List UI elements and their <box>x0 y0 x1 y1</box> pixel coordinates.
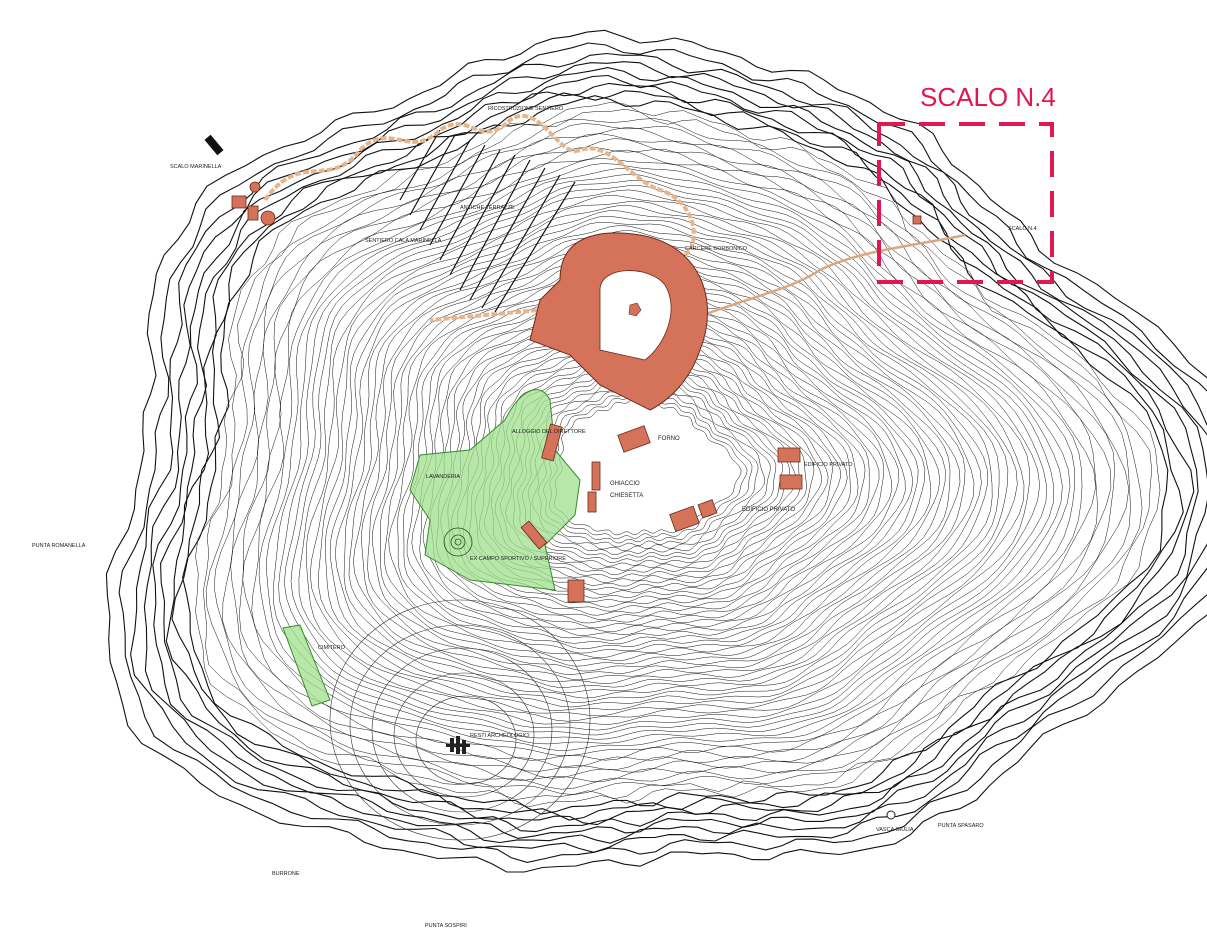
contour-line <box>222 127 1130 782</box>
contour-line <box>361 240 966 681</box>
label-carcere: CARCERE BORBONICO <box>685 246 748 252</box>
label-edificio-privato-2: EDIFICIO PRIVATO <box>804 462 853 468</box>
contour-line <box>318 205 1018 711</box>
contour-line <box>242 146 1098 769</box>
contour-line <box>298 189 1040 725</box>
contour-line <box>367 244 961 675</box>
contour-line <box>203 108 1152 800</box>
contour-lines <box>105 29 1207 873</box>
label-chiesetta: CHIESETTA <box>610 493 643 499</box>
contour-line <box>343 225 988 693</box>
archaeological-remains <box>446 736 470 754</box>
terraces <box>399 129 576 313</box>
contour-line <box>309 201 1025 717</box>
south-hill-contours <box>329 599 591 841</box>
label-sentiero-marinella: SENTIERO CALA MARINELLA <box>365 238 442 244</box>
label-ghiaccio: GHIACCIO <box>610 481 640 487</box>
contour-line <box>118 42 1207 863</box>
contour-line <box>380 254 946 667</box>
label-antiche-terrazze: ANTICHE TERRAZZE <box>460 205 515 211</box>
label-burrone: BURRONE <box>272 871 300 877</box>
contour-line <box>143 61 1207 844</box>
map-title: SCALO N.4 <box>920 82 1056 112</box>
label-alloggio-direttore: ALLOGGIO DEL DIRETTORE <box>512 429 586 435</box>
contour-line <box>205 118 1143 795</box>
contour-line <box>305 195 1030 722</box>
label-scalo-marinella: SCALO MARINELLA <box>170 164 222 170</box>
contour-line <box>278 174 1063 740</box>
contour-line <box>397 268 926 654</box>
contour-line <box>213 123 1131 790</box>
sports-field <box>443 527 473 557</box>
contour-line <box>384 259 941 662</box>
label-cimitero: CIMITERO <box>318 645 346 651</box>
trail-east <box>689 233 966 322</box>
label-edificio-privato-1: EDIFICIO PRIVATO <box>742 507 795 513</box>
contour-line <box>105 29 1207 873</box>
contour-line <box>353 236 975 684</box>
label-scalo-n4: SCALO N.4 <box>1008 226 1037 232</box>
contour-line <box>388 266 932 659</box>
contour-line <box>348 230 982 688</box>
contour-line <box>195 102 1161 808</box>
contour-line <box>239 138 1112 772</box>
label-forno: FORNO <box>658 436 680 442</box>
contour-line <box>230 133 1116 779</box>
scalo-n4-frame <box>877 122 1054 284</box>
contour-line <box>251 149 1096 761</box>
contour-line <box>165 82 1195 826</box>
contour-line <box>130 52 1207 853</box>
contour-line <box>329 216 1000 703</box>
contour-line <box>284 180 1055 736</box>
trail-north <box>263 113 696 322</box>
label-lavanderia: LAVANDERIA <box>426 474 460 480</box>
carcere-building <box>529 232 708 411</box>
contour-line <box>324 210 1009 708</box>
label-punta-romanella: PUNTA ROMANELLA <box>32 543 86 549</box>
label-vasca-giulia: VASCA GIULIA <box>876 827 914 833</box>
label-ricostruzione: RICOSTRUZIONE SENTIERO <box>488 106 564 112</box>
labels: SCALO MARINELLA SCALO N.4 PUNTA ROMANELL… <box>32 106 1037 929</box>
buildings <box>231 181 922 603</box>
contour-line <box>152 67 1207 839</box>
label-punta-sospiri: PUNTA SOSPIRI <box>425 923 467 929</box>
vasca-giulia-marker <box>886 810 896 820</box>
contour-line <box>335 221 993 699</box>
contour-line <box>372 250 951 672</box>
contour-line <box>258 158 1083 756</box>
contour-line <box>266 163 1075 751</box>
contour-line <box>273 168 1071 745</box>
contour-line <box>290 185 1047 731</box>
label-punta-spasaro: PUNTA SPASARO <box>938 823 984 829</box>
pier-marinella <box>204 134 224 156</box>
label-resti-archeologici: RESTI ARCHEOLOGICI <box>470 733 530 739</box>
contour-line <box>182 95 1169 815</box>
label-campo-sportivo: EX CAMPO SPORTIVO / SUPERIORE <box>470 556 566 562</box>
